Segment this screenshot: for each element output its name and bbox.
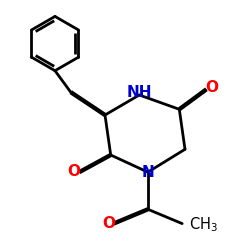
Text: O: O [102,216,115,231]
Text: NH: NH [126,85,152,100]
Text: CH$_3$: CH$_3$ [189,216,218,234]
Text: N: N [142,165,154,180]
Text: O: O [68,164,81,179]
Text: O: O [205,80,218,95]
